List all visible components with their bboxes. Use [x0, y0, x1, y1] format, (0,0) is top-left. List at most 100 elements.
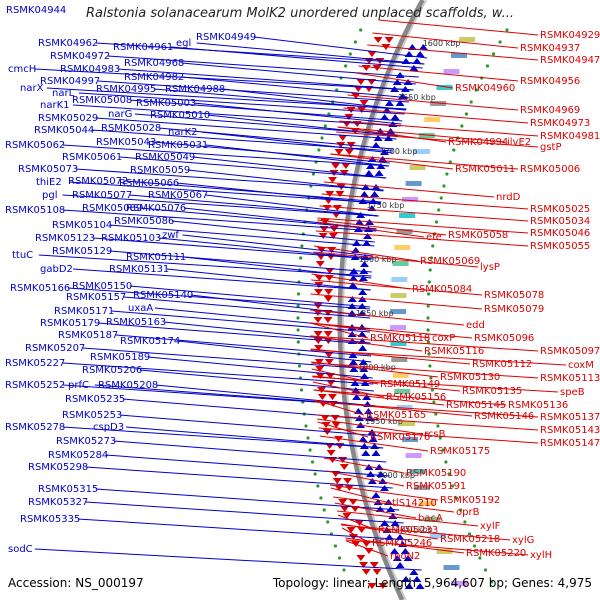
right-gene-label[interactable]: RSMK04947 [540, 55, 600, 66]
right-gene-label[interactable]: RSMK05147 [540, 438, 600, 449]
right-gene-label[interactable]: bacA [418, 513, 443, 524]
right-gene-label[interactable]: RSMK05176 [370, 432, 430, 443]
left-gene-label[interactable]: RSMK05028 [101, 123, 161, 134]
right-gene-label[interactable]: RSMK04969 [520, 105, 580, 116]
right-gene-label[interactable]: xylF [480, 521, 501, 532]
right-gene-label[interactable]: RSMK05078 [484, 290, 544, 301]
right-gene-label[interactable]: RSMK05175 [430, 446, 490, 457]
left-gene-label[interactable]: RSMK05207 [25, 343, 85, 354]
right-gene-label[interactable]: RSMK05130 [440, 372, 500, 383]
left-gene-label[interactable]: RSMK04962 [38, 38, 98, 49]
right-gene-label[interactable]: RSMK05097 [540, 346, 600, 357]
left-gene-label[interactable]: RSMK05043 [96, 137, 156, 148]
right-gene-label[interactable]: RSMK05058 [448, 230, 508, 241]
left-gene-label[interactable]: RSMK05227 [5, 358, 65, 369]
left-gene-label[interactable]: egl [176, 38, 191, 49]
right-gene-label[interactable]: RSMK05084 [412, 284, 472, 295]
left-gene-label[interactable]: RSMK05072 [68, 176, 128, 187]
right-gene-label[interactable]: RSMK05025 [530, 204, 590, 215]
right-gene-label[interactable]: RSMK05096 [474, 333, 534, 344]
left-gene-label[interactable]: RSMK05157 [66, 292, 126, 303]
left-gene-label[interactable]: RSMK05059 [130, 165, 190, 176]
right-gene-label[interactable]: RSMK05149 [380, 379, 440, 390]
left-gene-label[interactable]: RSMK05076 [126, 203, 186, 214]
left-gene-label[interactable]: RSMK05327 [28, 497, 88, 508]
left-gene-label[interactable]: RSMK05179 [40, 318, 100, 329]
left-gene-label[interactable]: thiE2 [36, 177, 62, 188]
left-gene-label[interactable]: pgl [42, 190, 57, 201]
right-gene-label[interactable]: RSMK05137 [540, 412, 600, 423]
right-gene-label[interactable]: RSMK05113 [540, 373, 600, 384]
left-gene-label[interactable]: RSMK05077 [72, 190, 132, 201]
left-gene-label[interactable]: RSMK05278 [5, 422, 65, 433]
right-gene-label[interactable]: xylH [530, 550, 552, 561]
left-gene-label[interactable]: cmcH [8, 64, 36, 75]
left-gene-label[interactable]: RSMK05131 [109, 264, 169, 275]
right-gene-label[interactable]: rpoN2 [390, 551, 420, 562]
left-gene-label[interactable]: RSMK05066 [119, 178, 179, 189]
left-gene-label[interactable]: narG [108, 109, 132, 120]
left-gene-label[interactable]: RSMK05029 [38, 113, 98, 124]
right-gene-label[interactable]: RSMK05190 [406, 468, 466, 479]
left-gene-label[interactable]: RSMK05171 [54, 306, 114, 317]
left-gene-label[interactable]: RSMK05174 [120, 336, 180, 347]
left-gene-label[interactable]: prfC [68, 380, 89, 391]
left-gene-label[interactable]: RSMK05108 [5, 205, 65, 216]
left-gene-label[interactable]: RSMK05123 [35, 233, 95, 244]
right-gene-label[interactable]: rcsB [424, 429, 446, 440]
right-gene-label[interactable]: RSMK05118 [370, 333, 430, 344]
right-gene-label[interactable]: RSMK05145 [446, 400, 506, 411]
left-gene-label[interactable]: RSMK05111 [126, 252, 186, 263]
left-gene-label[interactable]: RSMK05189 [90, 352, 150, 363]
right-gene-label[interactable]: RSMK05006 [520, 164, 580, 175]
left-gene-label[interactable]: RSMK05298 [28, 462, 88, 473]
left-gene-label[interactable]: RSMK04968 [124, 58, 184, 69]
left-gene-label[interactable]: RSMK05253 [62, 410, 122, 421]
corner-gene-label[interactable]: RSMK04944 [6, 5, 66, 16]
left-gene-label[interactable]: narK1 [40, 100, 70, 111]
left-gene-label[interactable]: RSMK05140 [133, 290, 193, 301]
right-gene-label[interactable]: RSMK05055 [530, 241, 590, 252]
right-gene-label[interactable]: ilvE2 [507, 137, 531, 148]
right-gene-label[interactable]: RSMK05034 [530, 216, 590, 227]
left-gene-label[interactable]: RSMK04972 [50, 51, 110, 62]
right-gene-label[interactable]: RSMK05116 [424, 346, 484, 357]
right-gene-label[interactable]: RSMK05011 [455, 164, 515, 175]
right-gene-label[interactable]: RSMK05069 [420, 256, 480, 267]
right-gene-label[interactable]: lysP [480, 262, 500, 273]
right-gene-label[interactable]: RSMK05246 [372, 538, 432, 549]
left-gene-label[interactable]: RSMK04988 [165, 84, 225, 95]
right-gene-label[interactable]: tlS14210 [392, 498, 437, 509]
right-gene-label[interactable]: RSMK04960 [455, 83, 515, 94]
right-gene-label[interactable]: RSMK05218 [440, 534, 500, 545]
right-gene-label[interactable]: speB [560, 387, 585, 398]
left-gene-label[interactable]: RSMK04961 [113, 42, 173, 53]
left-gene-label[interactable]: cspD3 [93, 422, 124, 433]
left-gene-label[interactable]: RSMK05061 [62, 152, 122, 163]
left-gene-label[interactable]: RSMK05073 [18, 164, 78, 175]
right-gene-label[interactable]: RSMK04937 [520, 43, 580, 54]
right-gene-label[interactable]: nrdD [496, 192, 521, 203]
left-gene-label[interactable]: RSMK05273 [56, 436, 116, 447]
right-gene-label[interactable]: RSMK05220 [466, 548, 526, 559]
right-gene-label[interactable]: RSMK05146 [474, 411, 534, 422]
left-gene-label[interactable]: RSMK05086 [114, 216, 174, 227]
left-gene-label[interactable]: RSMK05044 [34, 125, 94, 136]
left-gene-label[interactable]: RSMK04995 [96, 84, 156, 95]
left-gene-label[interactable]: RSMK05187 [58, 330, 118, 341]
left-gene-label[interactable]: RSMK05031 [148, 140, 208, 151]
left-gene-label[interactable]: RSMK05010 [150, 110, 210, 121]
left-gene-label[interactable]: RSMK04982 [124, 72, 184, 83]
right-gene-label[interactable]: RSMK05135 [462, 386, 522, 397]
right-gene-label[interactable]: RSMK05192 [440, 495, 500, 506]
left-gene-label[interactable]: uxaA [128, 303, 153, 314]
left-gene-label[interactable]: RSMK05163 [106, 317, 166, 328]
left-gene-label[interactable]: RSMK05008 [72, 95, 132, 106]
right-gene-label[interactable]: RSMK04981 [540, 131, 600, 142]
right-gene-label[interactable]: RSMK04973 [530, 118, 590, 129]
left-gene-label[interactable]: RSMK05003 [136, 98, 196, 109]
left-gene-label[interactable]: RSMK05252 [5, 380, 65, 391]
left-gene-label[interactable]: RSMK05335 [20, 514, 80, 525]
left-gene-label[interactable]: RSMK04983 [60, 64, 120, 75]
left-gene-label[interactable]: zwf [162, 230, 179, 241]
